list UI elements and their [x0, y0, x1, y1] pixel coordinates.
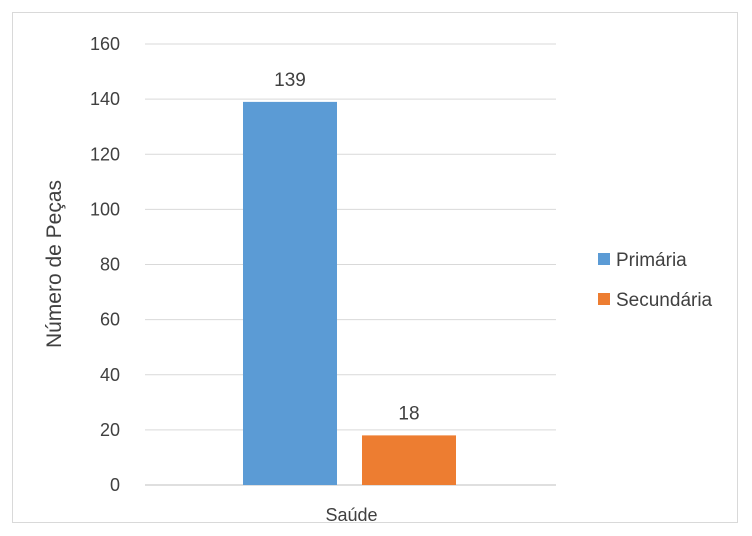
legend: Primária Secundária — [598, 250, 713, 311]
y-tick-label: 60 — [100, 310, 120, 330]
category-label: Saúde — [325, 505, 377, 525]
y-tick-labels: 0 20 40 60 80 100 120 140 160 — [90, 34, 120, 495]
bar — [243, 101, 337, 485]
y-tick-label: 100 — [90, 199, 120, 219]
y-axis-label: Número de Peças — [43, 180, 66, 348]
y-tick-label: 80 — [100, 255, 120, 275]
data-labels: 139 18 — [274, 70, 419, 425]
legend-label: Primária — [616, 250, 687, 271]
data-label: 139 — [274, 70, 306, 91]
gridlines — [145, 43, 556, 486]
bar — [362, 435, 456, 485]
y-tick-label: 0 — [110, 475, 120, 495]
y-tick-label: 160 — [90, 34, 120, 54]
y-tick-label: 140 — [90, 89, 120, 109]
bars — [243, 101, 456, 485]
legend-swatch — [598, 293, 610, 305]
category-labels: Saúde — [325, 505, 377, 525]
y-tick-label: 20 — [100, 420, 120, 440]
legend-label: Secundária — [616, 290, 713, 311]
legend-swatch — [598, 253, 610, 265]
y-tick-label: 120 — [90, 144, 120, 164]
y-tick-label: 40 — [100, 365, 120, 385]
data-label: 18 — [398, 403, 419, 424]
